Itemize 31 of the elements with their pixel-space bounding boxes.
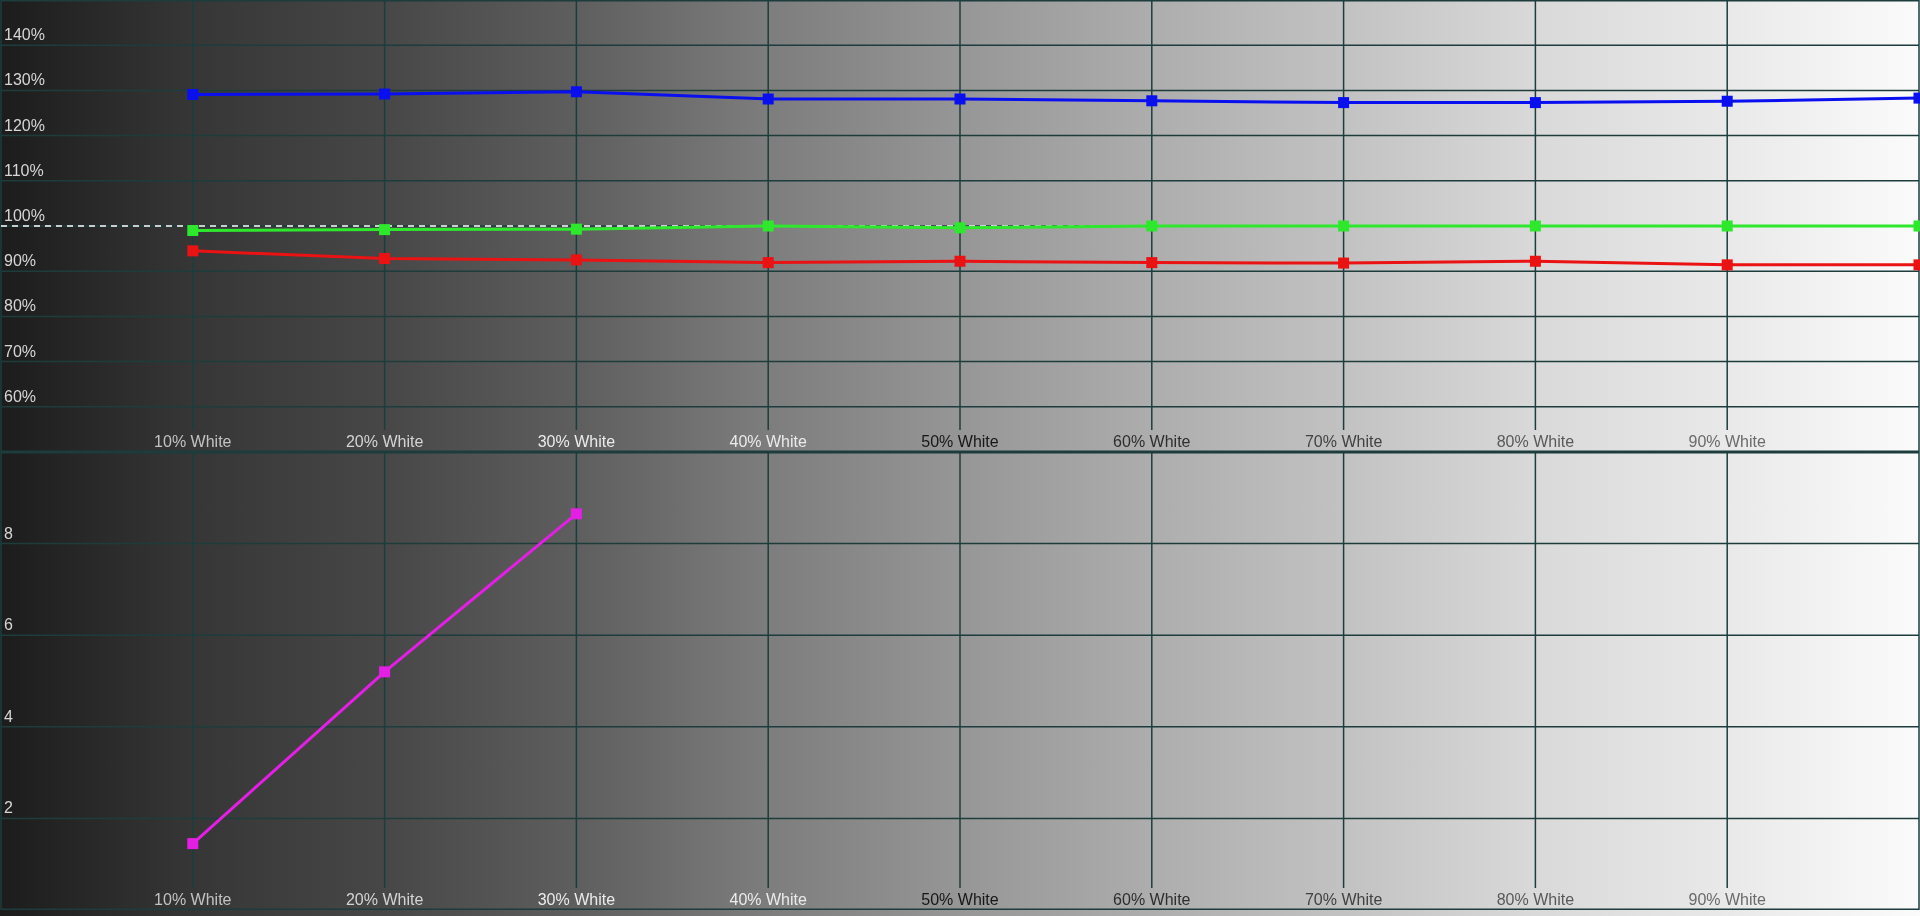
y-tick-label: 130% [4,71,45,89]
x-tick-label: 30% White [537,433,616,450]
x-tick-label: 40% White [729,891,807,908]
y-tick-label: 90% [4,252,37,270]
y-tick-label: 70% [4,342,37,360]
x-tick-label: 70% White [1304,433,1383,450]
y-tick-label: 100% [4,207,45,224]
x-tick-label: 60% White [1113,891,1191,908]
x-tick-label: 80% White [1496,891,1575,908]
y-tick-label: 4 [4,707,13,725]
x-tick-label: 80% White [1496,433,1575,450]
x-tick-label: 60% White [1113,433,1191,450]
x-tick-label: 20% White [345,433,424,450]
x-tick-label: 50% White [921,891,999,908]
x-tick-label: 50% White [921,433,999,450]
y-tick-label: 60% [4,387,37,405]
x-tick-label: 10% White [154,433,232,450]
x-tick-label: 10% White [154,891,232,908]
x-tick-label: 70% White [1304,891,1383,908]
y-tick-label: 8 [4,524,13,542]
x-tick-label: 90% White [1688,433,1766,450]
x-tick-label: 90% White [1688,891,1766,908]
y-tick-label: 140% [4,26,45,44]
y-tick-label: 6 [4,616,13,634]
x-tick-label: 30% White [537,891,616,908]
x-tick-label: 40% White [729,433,807,450]
y-tick-label: 2 [4,799,13,817]
y-tick-label: 120% [4,116,45,134]
y-tick-label: 80% [4,297,37,315]
x-tick-label: 20% White [345,891,424,908]
y-tick-label: 110% [4,161,44,179]
